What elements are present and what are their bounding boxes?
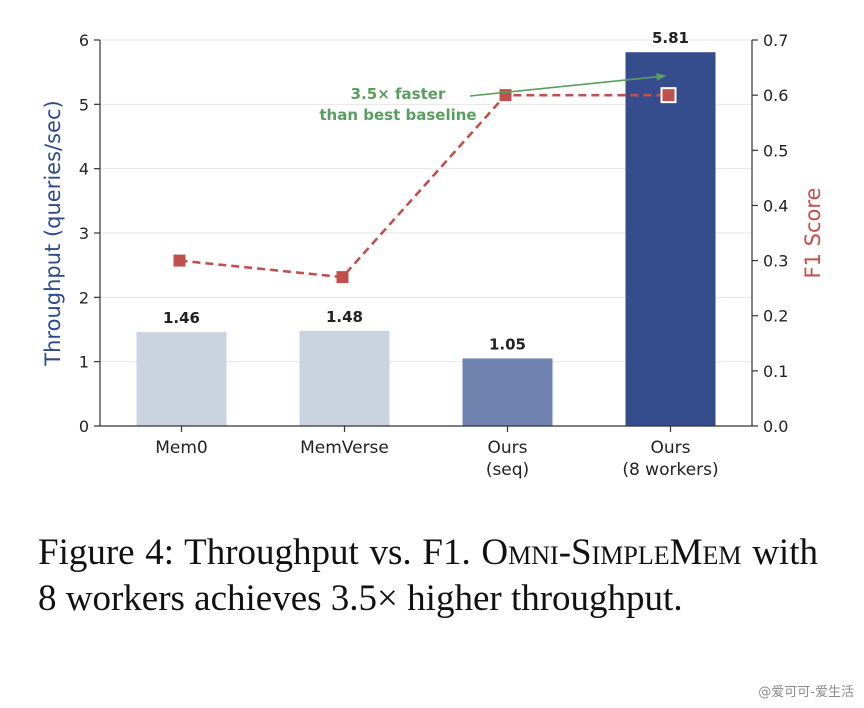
category-label-line: (seq) [486,460,529,480]
right-tick-label: 0.7 [763,31,788,50]
right-tick-label: 0.1 [763,362,788,381]
annotation-line: than best baseline [319,106,476,124]
bar-value-label: 1.46 [163,309,200,327]
bar-value-label: 5.81 [652,29,689,47]
category-label-line: MemVerse [300,438,389,458]
f1-point-marker [173,254,186,267]
left-tick-label: 4 [79,160,89,179]
category-label: Ours (8 workers) [622,438,718,480]
axes [94,39,758,432]
left-tick-label: 0 [79,417,89,436]
f1-point-marker [336,271,349,284]
caption-suffix: with 8 workers achieves 3.5× higher thro… [38,532,818,619]
right-tick-label: 0.6 [763,86,788,105]
category-label: Mem0 [155,438,208,458]
right-tick-label: 0.5 [763,141,788,160]
caption-prefix: Figure 4: Throughput vs. F1. [38,532,482,573]
labels: 1.46 1.48 1.05 5.81 0 1 2 3 4 5 6 0.0 0.1 0.2 0.3 0.4 0.… [41,29,825,480]
f1-point-marker [499,89,512,102]
category-label: Ours (seq) [486,438,529,480]
f1-series-line [179,93,669,279]
bar-2 [462,358,553,426]
left-tick-label: 2 [79,288,89,307]
bar-value-label: 1.48 [326,308,363,326]
category-label-line: Ours [650,438,690,458]
annotation-arrow [469,72,667,97]
figure-caption: Figure 4: Throughput vs. F1. Omni-Simple… [38,530,818,622]
f1-point-marker [660,87,677,104]
y-axis-right-title: F1 Score [801,188,825,279]
bar-3 [625,52,716,427]
right-tick-label: 0.3 [763,252,788,271]
category-label-line: Ours [487,438,527,458]
watermark: @爱可可-爱生活 [758,685,854,700]
left-tick-label: 5 [79,95,89,114]
right-tick-label: 0.2 [763,307,788,326]
bar-value-label: 1.05 [489,335,526,353]
left-tick-label: 3 [79,224,89,243]
category-label: MemVerse [300,438,389,458]
bars [136,52,716,427]
caption-method-name: Omni-SimpleMem [481,532,742,573]
bar-1 [299,330,390,426]
y-axis-left-title: Throughput (queries/sec) [41,100,65,366]
annotation-line: 3.5× faster [351,85,446,103]
left-tick-label: 6 [79,31,89,50]
throughput-f1-chart: 1.46 1.48 1.05 5.81 0 1 2 3 4 5 6 0.0 0.1 0.2 0.3 0.4 0.… [41,29,825,480]
right-tick-label: 0.0 [763,417,788,436]
bar-0 [136,332,227,426]
left-tick-label: 1 [79,353,89,372]
right-tick-label: 0.4 [763,196,788,215]
category-label-line: Mem0 [155,438,208,458]
category-label-line: (8 workers) [622,460,718,480]
